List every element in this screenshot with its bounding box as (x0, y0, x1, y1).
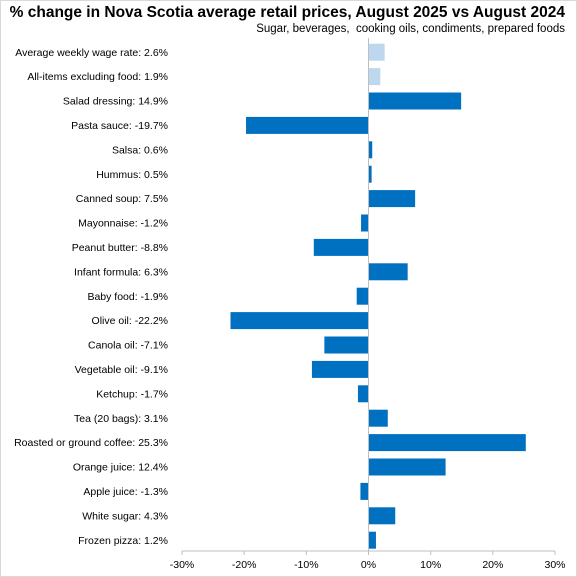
bar-baby-food-1-9 (356, 287, 369, 305)
category-label-baby-food-1-9: Baby food: -1.9% (87, 291, 168, 303)
category-label-apple-juice-1-3: Apple juice: -1.3% (83, 486, 168, 498)
category-label-olive-oil-22-2: Olive oil: -22.2% (92, 315, 168, 327)
bar-olive-oil-22-2 (230, 312, 369, 330)
category-label-salsa-0-6: Salsa: 0.6% (112, 144, 168, 156)
category-label-average-weekly-wage-rate-2-6: Average weekly wage rate: 2.6% (15, 47, 168, 59)
bar-apple-juice-1-3 (360, 482, 369, 500)
category-label-hummus-0-5: Hummus: 0.5% (96, 169, 168, 181)
bar-salad-dressing-14-9 (368, 92, 462, 110)
chart-subtitle: Sugar, beverages, cooking oils, condimen… (256, 23, 565, 35)
chart-title: % change in Nova Scotia average retail p… (9, 4, 565, 21)
bar-all-items-excluding-food-1-9 (368, 68, 381, 86)
x-tick-label: 0% (361, 559, 376, 571)
x-tick-label: 10% (420, 559, 441, 571)
category-label-infant-formula-6-3: Infant formula: 6.3% (74, 266, 168, 278)
x-tick-label: 20% (482, 559, 503, 571)
category-label-peanut-butter-8-8: Peanut butter: -8.8% (72, 242, 168, 254)
bars-group (230, 43, 526, 549)
category-label-salad-dressing-14-9: Salad dressing: 14.9% (63, 96, 168, 108)
category-label-ketchup-1-7: Ketchup: -1.7% (96, 388, 168, 400)
category-label-pasta-sauce-19-7: Pasta sauce: -19.7% (71, 120, 168, 132)
bar-average-weekly-wage-rate-2-6 (368, 43, 385, 61)
bar-infant-formula-6-3 (368, 263, 408, 281)
category-label-roasted-or-ground-coffee-25-3: Roasted or ground coffee: 25.3% (14, 437, 168, 449)
bar-roasted-or-ground-coffee-25-3 (368, 434, 526, 452)
x-tick-label: 30% (544, 559, 565, 571)
x-tick-label: -30% (170, 559, 195, 571)
tick-labels: -30% -20% -10% 0% 10% 20% 30% (170, 559, 566, 571)
category-label-orange-juice-12-4: Orange juice: 12.4% (73, 462, 168, 474)
bar-canola-oil-7-1 (324, 336, 369, 354)
category-label-white-sugar-4-3: White sugar: 4.3% (82, 510, 168, 522)
bar-vegetable-oil-9-1 (311, 360, 369, 378)
category-label-mayonnaise-1-2: Mayonnaise: -1.2% (78, 218, 168, 230)
x-tick-label: -20% (232, 559, 257, 571)
category-label-canned-soup-7-5: Canned soup: 7.5% (76, 193, 168, 205)
bar-ketchup-1-7 (357, 385, 369, 403)
bar-tea-20-bags-3-1 (368, 409, 388, 427)
category-label-frozen-pizza-1-2: Frozen pizza: 1.2% (78, 535, 168, 547)
bar-mayonnaise-1-2 (361, 214, 369, 232)
bar-pasta-sauce-19-7 (246, 116, 369, 134)
bar-white-sugar-4-3 (368, 507, 396, 525)
category-labels: Average weekly wage rate: 2.6% All-items … (14, 47, 168, 547)
bar-salsa-0-6 (368, 141, 373, 159)
category-label-vegetable-oil-9-1: Vegetable oil: -9.1% (75, 364, 168, 376)
bar-hummus-0-5 (368, 165, 372, 183)
bar-peanut-butter-8-8 (313, 238, 369, 256)
category-label-canola-oil-7-1: Canola oil: -7.1% (88, 340, 168, 352)
x-tick-label: -10% (294, 559, 319, 571)
bar-canned-soup-7-5 (368, 190, 416, 208)
category-label-all-items-excluding-food-1-9: All-items excluding food: 1.9% (27, 71, 168, 83)
bar-orange-juice-12-4 (368, 458, 446, 476)
axis-group (181, 38, 556, 555)
bar-frozen-pizza-1-2 (368, 531, 376, 549)
category-label-tea-20-bags-3-1: Tea (20 bags): 3.1% (74, 413, 168, 425)
